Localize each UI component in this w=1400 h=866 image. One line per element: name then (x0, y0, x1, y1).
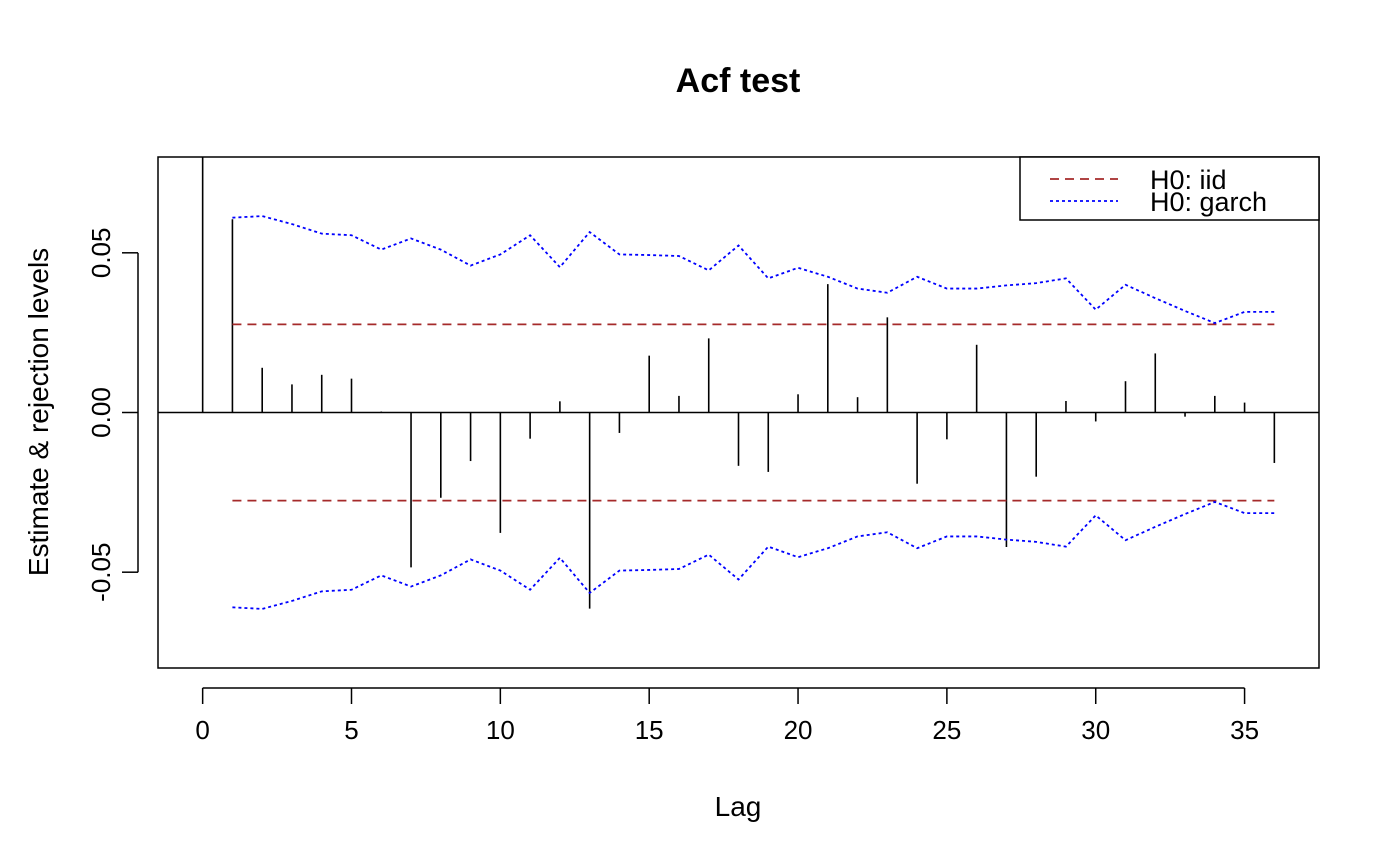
x-tick-label: 0 (195, 715, 209, 745)
legend-box (1019, 156, 1320, 221)
x-tick-label: 15 (635, 715, 664, 745)
y-axis: -0.05 0.00 0.05 (86, 228, 139, 602)
y-tick-label: 0.05 (86, 228, 116, 279)
acf-bars (201, 157, 1276, 609)
y-tick-label: -0.05 (86, 543, 116, 602)
x-tick-label: 5 (344, 715, 358, 745)
band-upper-1 (232, 215, 1275, 325)
x-tick-label: 25 (932, 715, 961, 745)
band-lower-1 (232, 500, 1275, 610)
x-axis: 0 5 10 15 20 25 30 35 (195, 687, 1259, 745)
legend-label-garch: H0: garch (1150, 187, 1267, 217)
x-tick-label: 30 (1081, 715, 1110, 745)
legend: H0: iid H0: garch (1019, 156, 1320, 221)
y-axis-label: Estimate & rejection levels (23, 248, 54, 576)
x-tick-label: 20 (784, 715, 813, 745)
chart-title: Acf test (676, 62, 801, 100)
x-tick-label: 35 (1230, 715, 1259, 745)
legend-label-iid: H0: iid (1150, 165, 1227, 195)
y-tick-label: 0.00 (86, 387, 116, 438)
x-axis-label: Lag (715, 791, 762, 822)
rejection-bands (232, 215, 1275, 610)
x-tick-label: 10 (486, 715, 515, 745)
